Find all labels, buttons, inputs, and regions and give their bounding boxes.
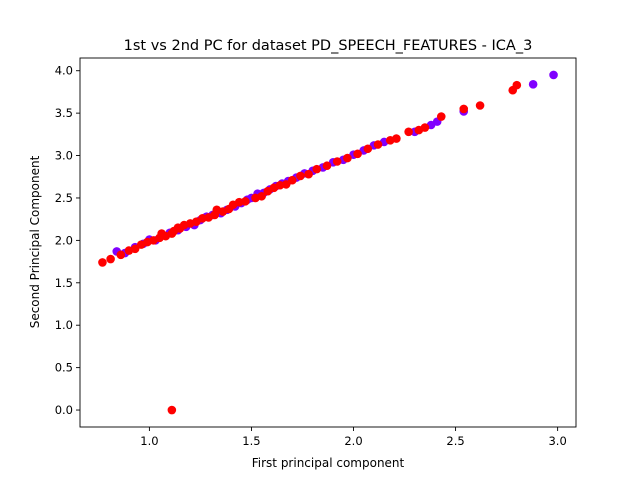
data-point [173,223,183,232]
y-tick-label: 3.5 [55,106,73,120]
x-tick-label: 3.0 [548,434,566,448]
data-point [363,144,373,154]
y-axis-ticks: 0.0 0.5 1.0 1.5 2.0 2.5 3.0 3.5 4.0 [55,64,80,417]
y-tick-label: 4.0 [55,64,73,78]
data-point [116,250,126,260]
x-tick-label: 2.5 [446,434,464,448]
data-point [287,175,297,185]
data-point [373,140,383,149]
y-tick-label: 2.5 [55,191,73,205]
data-point [528,80,538,89]
x-axis-ticks: 1.0 1.5 2.0 2.5 3.0 [140,427,567,448]
y-tick-label: 1.0 [55,318,73,332]
data-point [296,171,305,181]
y-tick-label: 2.0 [55,233,73,247]
data-points [98,70,558,415]
data-point [420,123,430,132]
data-point [312,164,322,174]
data-point [130,244,140,254]
data-point [322,161,332,171]
data-point [257,191,266,201]
data-point [343,153,352,163]
data-point [475,101,485,110]
data-point [98,258,107,267]
data-point [549,70,558,80]
data-point [459,104,469,114]
x-tick-label: 2.0 [344,434,362,448]
data-point [436,112,446,121]
x-tick-label: 1.0 [140,434,158,448]
data-point [157,229,166,238]
plot-frame [79,57,577,428]
data-point [392,134,401,143]
x-axis-label: First principal component [252,456,405,470]
data-point [404,127,413,137]
data-point [353,149,362,159]
data-point [167,405,177,415]
y-tick-label: 1.5 [55,276,73,290]
x-tick-label: 1.5 [242,434,260,448]
data-point [304,169,313,179]
data-point [106,254,115,264]
y-axis-label: Second Principal Component [28,155,42,328]
data-point [212,205,222,215]
y-tick-label: 0.0 [55,403,73,417]
data-point [512,80,522,90]
y-tick-label: 0.5 [55,361,73,375]
y-tick-label: 3.0 [55,149,73,163]
chart-title: 1st vs 2nd PC for dataset PD_SPEECH_FEAT… [124,38,533,54]
data-point [281,180,291,189]
data-point [241,197,250,206]
data-point [332,157,342,166]
